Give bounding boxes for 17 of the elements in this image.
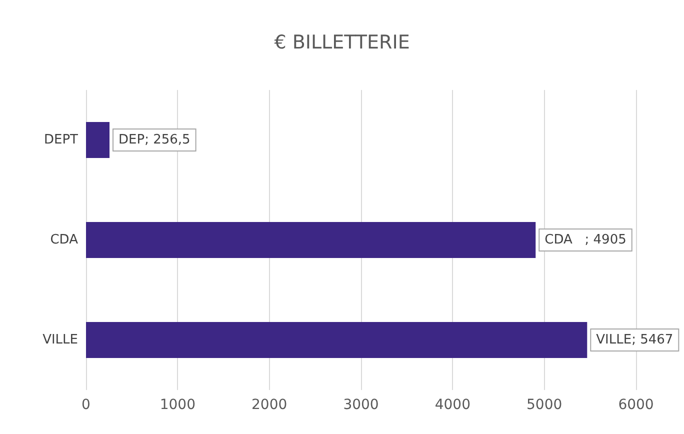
y-tick-label: VILLE bbox=[42, 332, 78, 348]
x-tick-label: 5000 bbox=[526, 397, 562, 413]
x-tick-label: 3000 bbox=[343, 397, 379, 413]
x-tick-label: 0 bbox=[82, 397, 90, 413]
x-tick-label: 2000 bbox=[252, 397, 288, 413]
data-label: DEP; 256,5 bbox=[118, 132, 190, 148]
x-tick-label: 4000 bbox=[434, 397, 470, 413]
data-label: VILLE; 5467 bbox=[596, 332, 674, 348]
data-label: CDA ; 4905 bbox=[544, 232, 626, 248]
bar bbox=[86, 222, 536, 258]
bar bbox=[86, 122, 110, 158]
x-tick-label: 6000 bbox=[618, 397, 654, 413]
bar bbox=[86, 322, 588, 358]
y-tick-label: DEPT bbox=[44, 132, 78, 148]
y-tick-label: CDA bbox=[50, 232, 78, 248]
chart-title: € BILLETTERIE bbox=[274, 32, 410, 54]
x-tick-label: 1000 bbox=[160, 397, 196, 413]
